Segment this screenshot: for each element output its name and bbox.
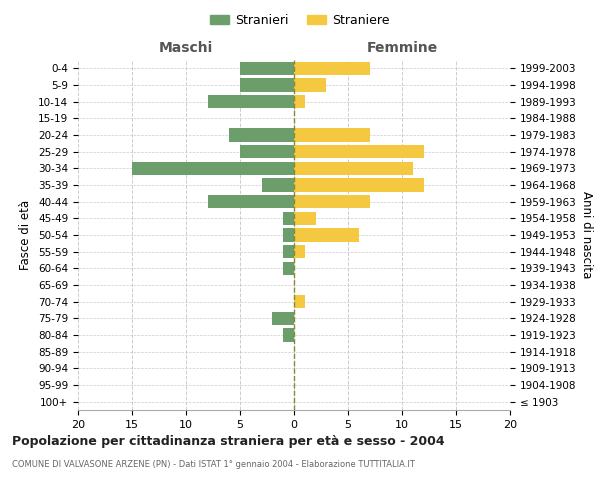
Bar [294, 195, 370, 208]
Bar [240, 78, 294, 92]
Bar [294, 178, 424, 192]
Bar [132, 162, 294, 175]
Bar [208, 195, 294, 208]
Text: Popolazione per cittadinanza straniera per età e sesso - 2004: Popolazione per cittadinanza straniera p… [12, 435, 445, 448]
Bar [208, 95, 294, 108]
Bar [294, 295, 305, 308]
Y-axis label: Fasce di età: Fasce di età [19, 200, 32, 270]
Bar [240, 145, 294, 158]
Bar [294, 245, 305, 258]
Bar [294, 145, 424, 158]
Bar [262, 178, 294, 192]
Bar [283, 228, 294, 241]
Bar [294, 78, 326, 92]
Text: COMUNE DI VALVASONE ARZENE (PN) - Dati ISTAT 1° gennaio 2004 - Elaborazione TUTT: COMUNE DI VALVASONE ARZENE (PN) - Dati I… [12, 460, 415, 469]
Bar [294, 228, 359, 241]
Bar [294, 212, 316, 225]
Bar [283, 328, 294, 342]
Bar [294, 95, 305, 108]
Legend: Stranieri, Straniere: Stranieri, Straniere [205, 8, 395, 32]
Bar [283, 245, 294, 258]
Bar [294, 128, 370, 141]
Bar [229, 128, 294, 141]
Bar [240, 62, 294, 75]
Text: Maschi: Maschi [159, 41, 213, 55]
Bar [283, 212, 294, 225]
Bar [294, 62, 370, 75]
Y-axis label: Anni di nascita: Anni di nascita [580, 192, 593, 278]
Bar [294, 162, 413, 175]
Bar [272, 312, 294, 325]
Bar [283, 262, 294, 275]
Text: Femmine: Femmine [367, 41, 437, 55]
